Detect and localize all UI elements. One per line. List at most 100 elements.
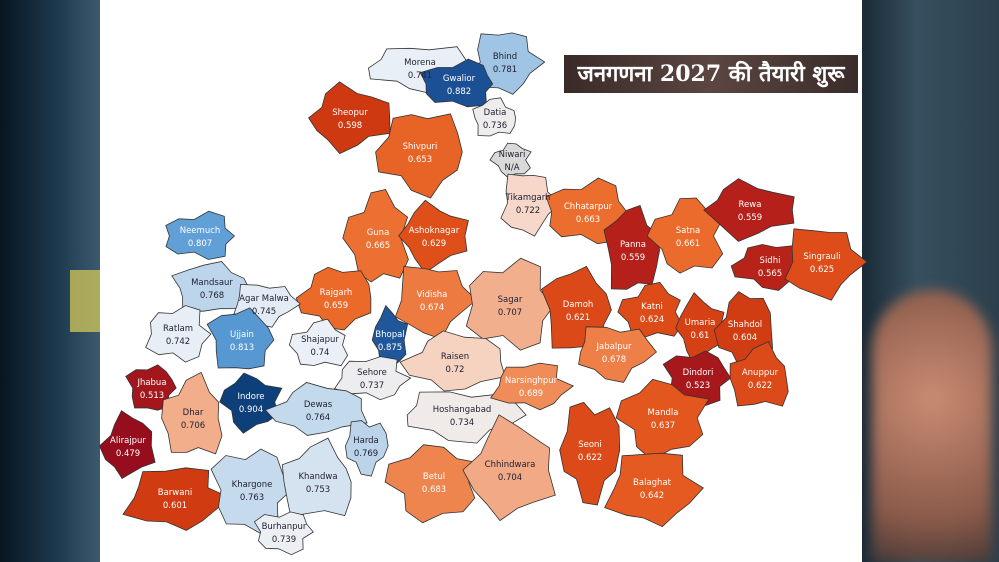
district-value-label: 0.621 — [566, 313, 590, 323]
district-name-label: Morena — [404, 58, 436, 68]
district-value-label: 0.689 — [519, 389, 543, 399]
district-chhindwara — [462, 414, 556, 522]
district-alirajpur — [98, 410, 156, 479]
district-value-label: 0.663 — [576, 215, 600, 225]
district-khandwa — [281, 437, 352, 517]
district-name-label: Damoh — [563, 300, 594, 310]
district-value-label: 0.479 — [116, 449, 140, 459]
district-name-label: Sagar — [498, 295, 523, 305]
district-name-label: Datia — [484, 108, 507, 118]
district-name-label: Anuppur — [742, 368, 779, 378]
district-harda — [344, 420, 389, 477]
district-value-label: 0.882 — [447, 87, 471, 97]
district-name-label: Sehore — [357, 368, 387, 378]
district-neemuch — [165, 210, 236, 260]
district-narsinghpur — [490, 362, 574, 411]
district-shajapur — [288, 318, 349, 367]
district-value-label: 0.565 — [758, 269, 782, 279]
district-value-label: 0.683 — [422, 485, 446, 495]
district-ashoknagar — [398, 199, 469, 274]
district-name-label: Hoshangabad — [433, 405, 492, 415]
district-mandla — [615, 378, 710, 461]
district-value-label: 0.637 — [651, 421, 675, 431]
district-name-label: Rewa — [739, 200, 762, 210]
district-barwani — [122, 467, 231, 531]
district-value-label: 0.61 — [691, 331, 710, 341]
district-value-label: 0.625 — [810, 265, 834, 275]
district-value-label: 0.74 — [311, 348, 330, 358]
district-name-label: Mandsaur — [191, 278, 233, 288]
district-mandsaur — [171, 261, 250, 312]
district-name-label: Neemuch — [180, 226, 221, 236]
district-name-label: Shahdol — [728, 320, 762, 330]
district-name-label: Mandla — [648, 408, 679, 418]
district-value-label: 0.523 — [686, 381, 710, 391]
background-photo-right — [862, 0, 999, 562]
district-value-label: 0.741 — [408, 71, 432, 81]
background-photo-left — [0, 0, 100, 562]
district-value-label: 0.768 — [200, 291, 224, 301]
district-vidisha — [394, 266, 478, 340]
district-value-label: 0.513 — [140, 391, 164, 401]
district-katni — [617, 281, 683, 338]
district-value-label: 0.604 — [733, 333, 757, 343]
district-name-label: Dindori — [683, 368, 714, 378]
district-value-label: 0.781 — [493, 65, 517, 75]
district-name-label: Niwari — [499, 150, 526, 160]
district-burhanpur — [253, 511, 314, 556]
district-value-label: 0.653 — [408, 155, 432, 165]
district-value-label: 0.642 — [640, 491, 664, 501]
district-name-label: Dewas — [304, 400, 333, 410]
district-value-label: 0.722 — [516, 206, 540, 216]
district-name-label: Chhindwara — [485, 460, 536, 470]
district-balaghat — [604, 452, 704, 528]
district-dhar — [161, 371, 223, 455]
district-value-label: 0.739 — [272, 535, 296, 545]
district-name-label: Gwalior — [443, 74, 476, 84]
district-umaria — [675, 292, 725, 366]
district-value-label: 0.72 — [446, 365, 465, 375]
district-value-label: 0.753 — [306, 485, 330, 495]
district-value-label: 0.707 — [498, 308, 522, 318]
district-value-label: N/A — [504, 163, 519, 173]
district-value-label: 0.736 — [483, 121, 507, 131]
district-value-label: 0.674 — [420, 303, 444, 313]
district-guna — [342, 189, 409, 283]
district-value-label: 0.807 — [188, 239, 212, 249]
district-gwalior — [419, 58, 494, 108]
district-name-label: Tikamgarh — [505, 193, 551, 203]
district-value-label: 0.769 — [354, 449, 378, 459]
district-value-label: 0.737 — [360, 381, 384, 391]
district-singrauli — [784, 228, 868, 301]
district-value-label: 0.734 — [450, 418, 474, 428]
district-rewa — [703, 178, 795, 242]
district-sheopur — [308, 81, 391, 155]
district-value-label: 0.629 — [422, 239, 446, 249]
district-niwari — [489, 142, 532, 178]
district-value-label: 0.678 — [602, 355, 626, 365]
district-name-label: Khandwa — [298, 472, 337, 482]
district-jabalpur — [578, 326, 658, 383]
district-panna — [603, 204, 661, 290]
district-ujjain — [206, 307, 275, 370]
district-name-label: Guna — [367, 228, 390, 238]
district-indore — [219, 372, 283, 434]
district-betul — [384, 444, 483, 524]
district-name-label: Ashoknagar — [409, 226, 460, 236]
district-ratlam — [145, 305, 212, 363]
district-name-label: Jhabua — [136, 378, 166, 388]
district-seoni — [559, 401, 621, 506]
district-sagar — [465, 257, 555, 351]
district-name-label: Sidhi — [760, 256, 781, 266]
district-value-label: 0.875 — [378, 343, 402, 353]
district-name-label: Sheopur — [332, 108, 368, 118]
district-name-label: Burhanpur — [262, 522, 307, 532]
district-value-label: 0.763 — [240, 493, 264, 503]
district-value-label: 0.624 — [640, 315, 664, 325]
district-name-label: Bhopal — [375, 330, 404, 340]
district-shivpuri — [375, 113, 463, 199]
district-name-label: Raisen — [441, 352, 469, 362]
district-value-label: 0.622 — [578, 453, 602, 463]
district-name-label: Jabalpur — [596, 342, 632, 352]
